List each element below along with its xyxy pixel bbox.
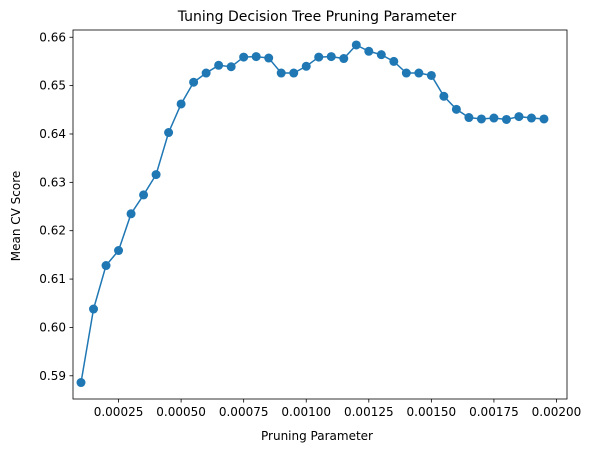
data-point — [301, 61, 311, 71]
data-point — [539, 114, 549, 124]
data-point — [239, 52, 249, 62]
data-point — [401, 68, 411, 78]
data-point — [426, 70, 436, 80]
data-point — [526, 113, 536, 123]
data-point — [251, 52, 261, 62]
data-point — [314, 52, 324, 62]
data-point — [451, 104, 461, 114]
x-tick-label: 0.00175 — [469, 405, 519, 419]
data-point — [289, 68, 299, 78]
x-tick-label: 0.00200 — [532, 405, 582, 419]
data-point — [101, 261, 111, 271]
data-point — [189, 77, 199, 87]
plot-area: 0.00025 0.00050 0.00075 0.00100 0.00125 0.001… — [39, 29, 582, 419]
y-tick-label: 0.66 — [39, 30, 66, 44]
data-point — [214, 60, 224, 70]
data-point — [114, 246, 124, 256]
data-point — [414, 68, 424, 78]
data-point — [276, 68, 286, 78]
data-point — [439, 91, 449, 101]
data-point — [489, 113, 499, 123]
y-tick-label: 0.59 — [39, 369, 66, 383]
x-tick-label: 0.00125 — [344, 405, 394, 419]
data-point — [514, 112, 524, 122]
data-point — [464, 113, 474, 123]
chart-title: Tuning Decision Tree Pruning Parameter — [177, 9, 457, 25]
data-point — [326, 52, 336, 62]
x-tick-label: 0.00050 — [156, 405, 206, 419]
data-point — [351, 40, 361, 50]
y-tick-label: 0.63 — [39, 175, 66, 189]
y-tick-label: 0.64 — [39, 127, 66, 141]
x-tick-label: 0.00100 — [281, 405, 331, 419]
data-point — [389, 56, 399, 66]
series-line — [80, 44, 545, 383]
data-point — [151, 170, 161, 180]
x-tick-label: 0.00025 — [94, 405, 144, 419]
y-tick-label: 0.62 — [39, 224, 66, 238]
data-point — [89, 304, 99, 314]
y-tick-label: 0.60 — [39, 320, 66, 334]
data-point — [164, 128, 174, 138]
data-point — [76, 378, 86, 388]
y-axis-label: Mean CV Score — [9, 171, 23, 262]
data-point — [176, 99, 186, 109]
data-point — [201, 68, 211, 78]
data-point — [501, 114, 511, 124]
data-point — [264, 53, 274, 63]
data-point — [126, 209, 136, 219]
x-tick-label: 0.00075 — [219, 405, 269, 419]
x-tick-label: 0.00150 — [407, 405, 457, 419]
data-point — [339, 54, 349, 64]
data-point — [139, 190, 149, 200]
data-point — [476, 114, 486, 124]
x-axis-label: Pruning Parameter — [261, 429, 373, 443]
data-point — [364, 46, 374, 56]
y-tick-label: 0.65 — [39, 79, 66, 93]
plot-frame — [72, 29, 568, 400]
y-tick-label: 0.61 — [39, 272, 66, 286]
data-point — [226, 62, 236, 72]
data-point — [376, 50, 386, 60]
